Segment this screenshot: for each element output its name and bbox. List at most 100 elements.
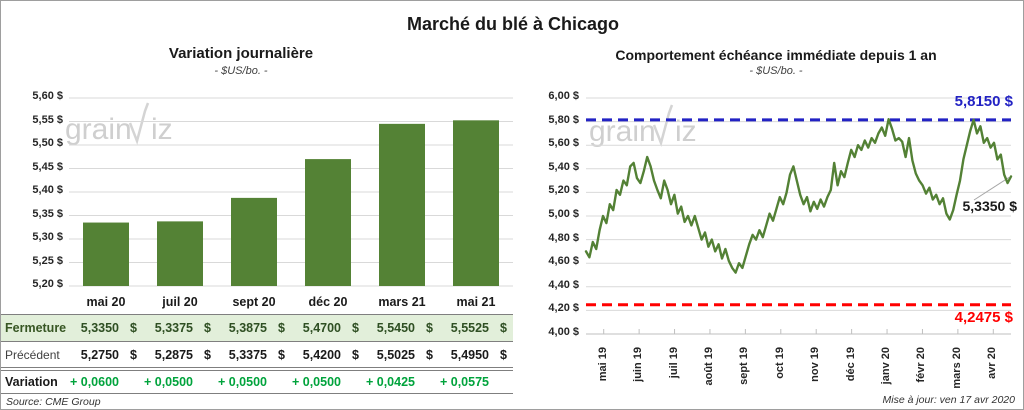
x-tick-label: oct 19 xyxy=(773,347,786,379)
x-tick-label: août 19 xyxy=(702,347,715,386)
cell-value: 5,3875 xyxy=(228,321,267,335)
table-cell: + 0,0500 xyxy=(217,375,291,389)
x-tick-label: nov 19 xyxy=(809,347,822,382)
bar-chart xyxy=(69,97,513,287)
cell-value: 5,5025 xyxy=(376,347,415,362)
cell-unit: $ xyxy=(130,347,137,362)
y-tick-label: 5,55 $ xyxy=(32,113,63,126)
table-cell: + 0,0425 xyxy=(365,375,439,389)
y-tick-label: 5,25 $ xyxy=(32,254,63,267)
line-chart-title: Comportement échéance immédiate depuis 1… xyxy=(615,47,937,63)
cell-unit: $ xyxy=(426,321,433,335)
y-tick-label: 5,50 $ xyxy=(32,137,63,149)
table-cell: 5,4200 $ xyxy=(291,348,365,362)
cell-unit: $ xyxy=(130,321,137,335)
x-tick-label: juil 19 xyxy=(667,347,680,379)
y-tick-label: 6,00 $ xyxy=(548,90,579,102)
high-price-label: 5,8150 $ xyxy=(954,93,1013,110)
x-tick-label: avr 20 xyxy=(986,347,999,379)
line-chart-y-axis: 6,00 $ 5,80 $ 5,60 $ 5,40 $ 5,20 $ 5,00 $ 4,80… xyxy=(525,1,579,346)
cell-value: 5,3375 xyxy=(154,321,193,335)
price-line xyxy=(584,118,1013,274)
bar-chart-category-row: mai 20 juil 20 sept 20 déc 20 mars 21 mai 21 xyxy=(1,290,513,313)
cell-unit: $ xyxy=(278,321,285,335)
table-cell: + 0,0600 xyxy=(69,375,143,389)
y-tick-label: 5,20 $ xyxy=(32,278,63,290)
update-note: Mise à jour: ven 17 avr 2020 xyxy=(882,394,1016,406)
y-tick-label: 5,45 $ xyxy=(32,160,63,173)
cell-unit xyxy=(493,375,507,389)
x-tick-label: mars 20 xyxy=(950,347,963,389)
y-tick-label: 5,20 $ xyxy=(548,184,579,197)
table-row-fermeture: Fermeture 5,3350 $5,3375 $5,3875 $5,4700 $5,5… xyxy=(1,314,513,342)
source-note: Source: CME Group xyxy=(6,396,101,408)
line-chart-subtitle: - $US/bo. - xyxy=(749,65,803,77)
bar-mai 20 xyxy=(83,222,129,286)
cell-value: 5,5450 xyxy=(376,321,415,335)
table-cell: 5,5450 $ xyxy=(365,321,439,335)
table-cell: 5,4700 $ xyxy=(291,321,365,335)
cell-value: + 0,0500 xyxy=(217,375,267,389)
cell-unit xyxy=(419,375,433,389)
y-tick-label: 5,35 $ xyxy=(32,207,63,220)
y-tick-label: 5,60 $ xyxy=(32,90,63,102)
x-tick-label: janv 20 xyxy=(880,347,893,385)
table-double-divider xyxy=(1,367,513,371)
cell-unit: $ xyxy=(500,347,507,362)
table-cell: + 0,0500 xyxy=(143,375,217,389)
table-bottom-border xyxy=(1,393,513,394)
table-cell: 5,3375 $ xyxy=(143,321,217,335)
row-label: Variation xyxy=(5,375,58,389)
table-cell: + 0,0500 xyxy=(291,375,365,389)
x-tick-label: févr 20 xyxy=(915,347,928,383)
low-price-label: 4,2475 $ xyxy=(954,309,1013,326)
cell-unit: $ xyxy=(204,347,211,362)
category-label: sept 20 xyxy=(232,294,276,309)
bar-mai 21 xyxy=(453,120,499,286)
x-tick-label: déc 19 xyxy=(844,347,857,382)
x-tick-label: mai 19 xyxy=(596,347,609,382)
cell-value: + 0,0600 xyxy=(69,375,119,389)
cell-value: 5,2750 xyxy=(80,347,119,362)
category-label: mars 21 xyxy=(378,294,426,309)
cell-value: 5,3350 xyxy=(80,321,119,335)
last-price-leader-line xyxy=(973,177,1010,201)
cell-value: 5,5525 xyxy=(450,321,489,335)
line-chart xyxy=(584,97,1013,335)
table-cell: 5,3350 $ xyxy=(69,321,143,335)
y-tick-label: 5,00 $ xyxy=(548,208,579,220)
cell-unit: $ xyxy=(426,347,433,362)
cell-unit xyxy=(123,375,137,389)
table-row-precedent: Précédent 5,2750 $5,2875 $5,3375 $5,4200 $5,5… xyxy=(1,342,513,367)
y-tick-label: 5,80 $ xyxy=(548,113,579,126)
cell-value: + 0,0500 xyxy=(291,375,341,389)
last-price-label: 5,3350 $ xyxy=(962,198,1018,214)
table-cell: 5,4950 $ xyxy=(439,348,513,362)
table-row-variation: Variation + 0,0600 + 0,0500 + 0,0500 + 0,050… xyxy=(1,371,513,393)
cell-unit: $ xyxy=(352,321,359,335)
cell-value: 5,4700 xyxy=(302,321,341,335)
bar-mars 21 xyxy=(379,123,425,286)
cell-value: + 0,0575 xyxy=(439,375,489,389)
cell-unit: $ xyxy=(352,347,359,362)
cell-value: 5,2875 xyxy=(154,347,193,362)
cell-unit xyxy=(197,375,211,389)
cell-value: + 0,0425 xyxy=(365,375,415,389)
bar-déc 20 xyxy=(305,159,351,286)
cell-value: 5,3375 xyxy=(228,347,267,362)
cell-value: + 0,0500 xyxy=(143,375,193,389)
x-tick-label: juin 19 xyxy=(632,347,645,382)
category-label: mai 20 xyxy=(86,294,126,309)
cell-unit xyxy=(271,375,285,389)
table-cell: 5,5025 $ xyxy=(365,348,439,362)
category-label: mai 21 xyxy=(456,294,496,309)
y-tick-label: 4,20 $ xyxy=(548,302,579,315)
bar-sept 20 xyxy=(231,197,277,286)
table-cell: + 0,0575 xyxy=(439,375,513,389)
bar-chart-title: Variation journalière xyxy=(168,45,314,62)
y-tick-label: 5,40 $ xyxy=(32,184,63,196)
y-tick-label: 5,60 $ xyxy=(548,137,579,150)
bar-chart-subtitle: - $US/bo. - xyxy=(214,65,268,77)
bar-juil 20 xyxy=(157,221,203,286)
